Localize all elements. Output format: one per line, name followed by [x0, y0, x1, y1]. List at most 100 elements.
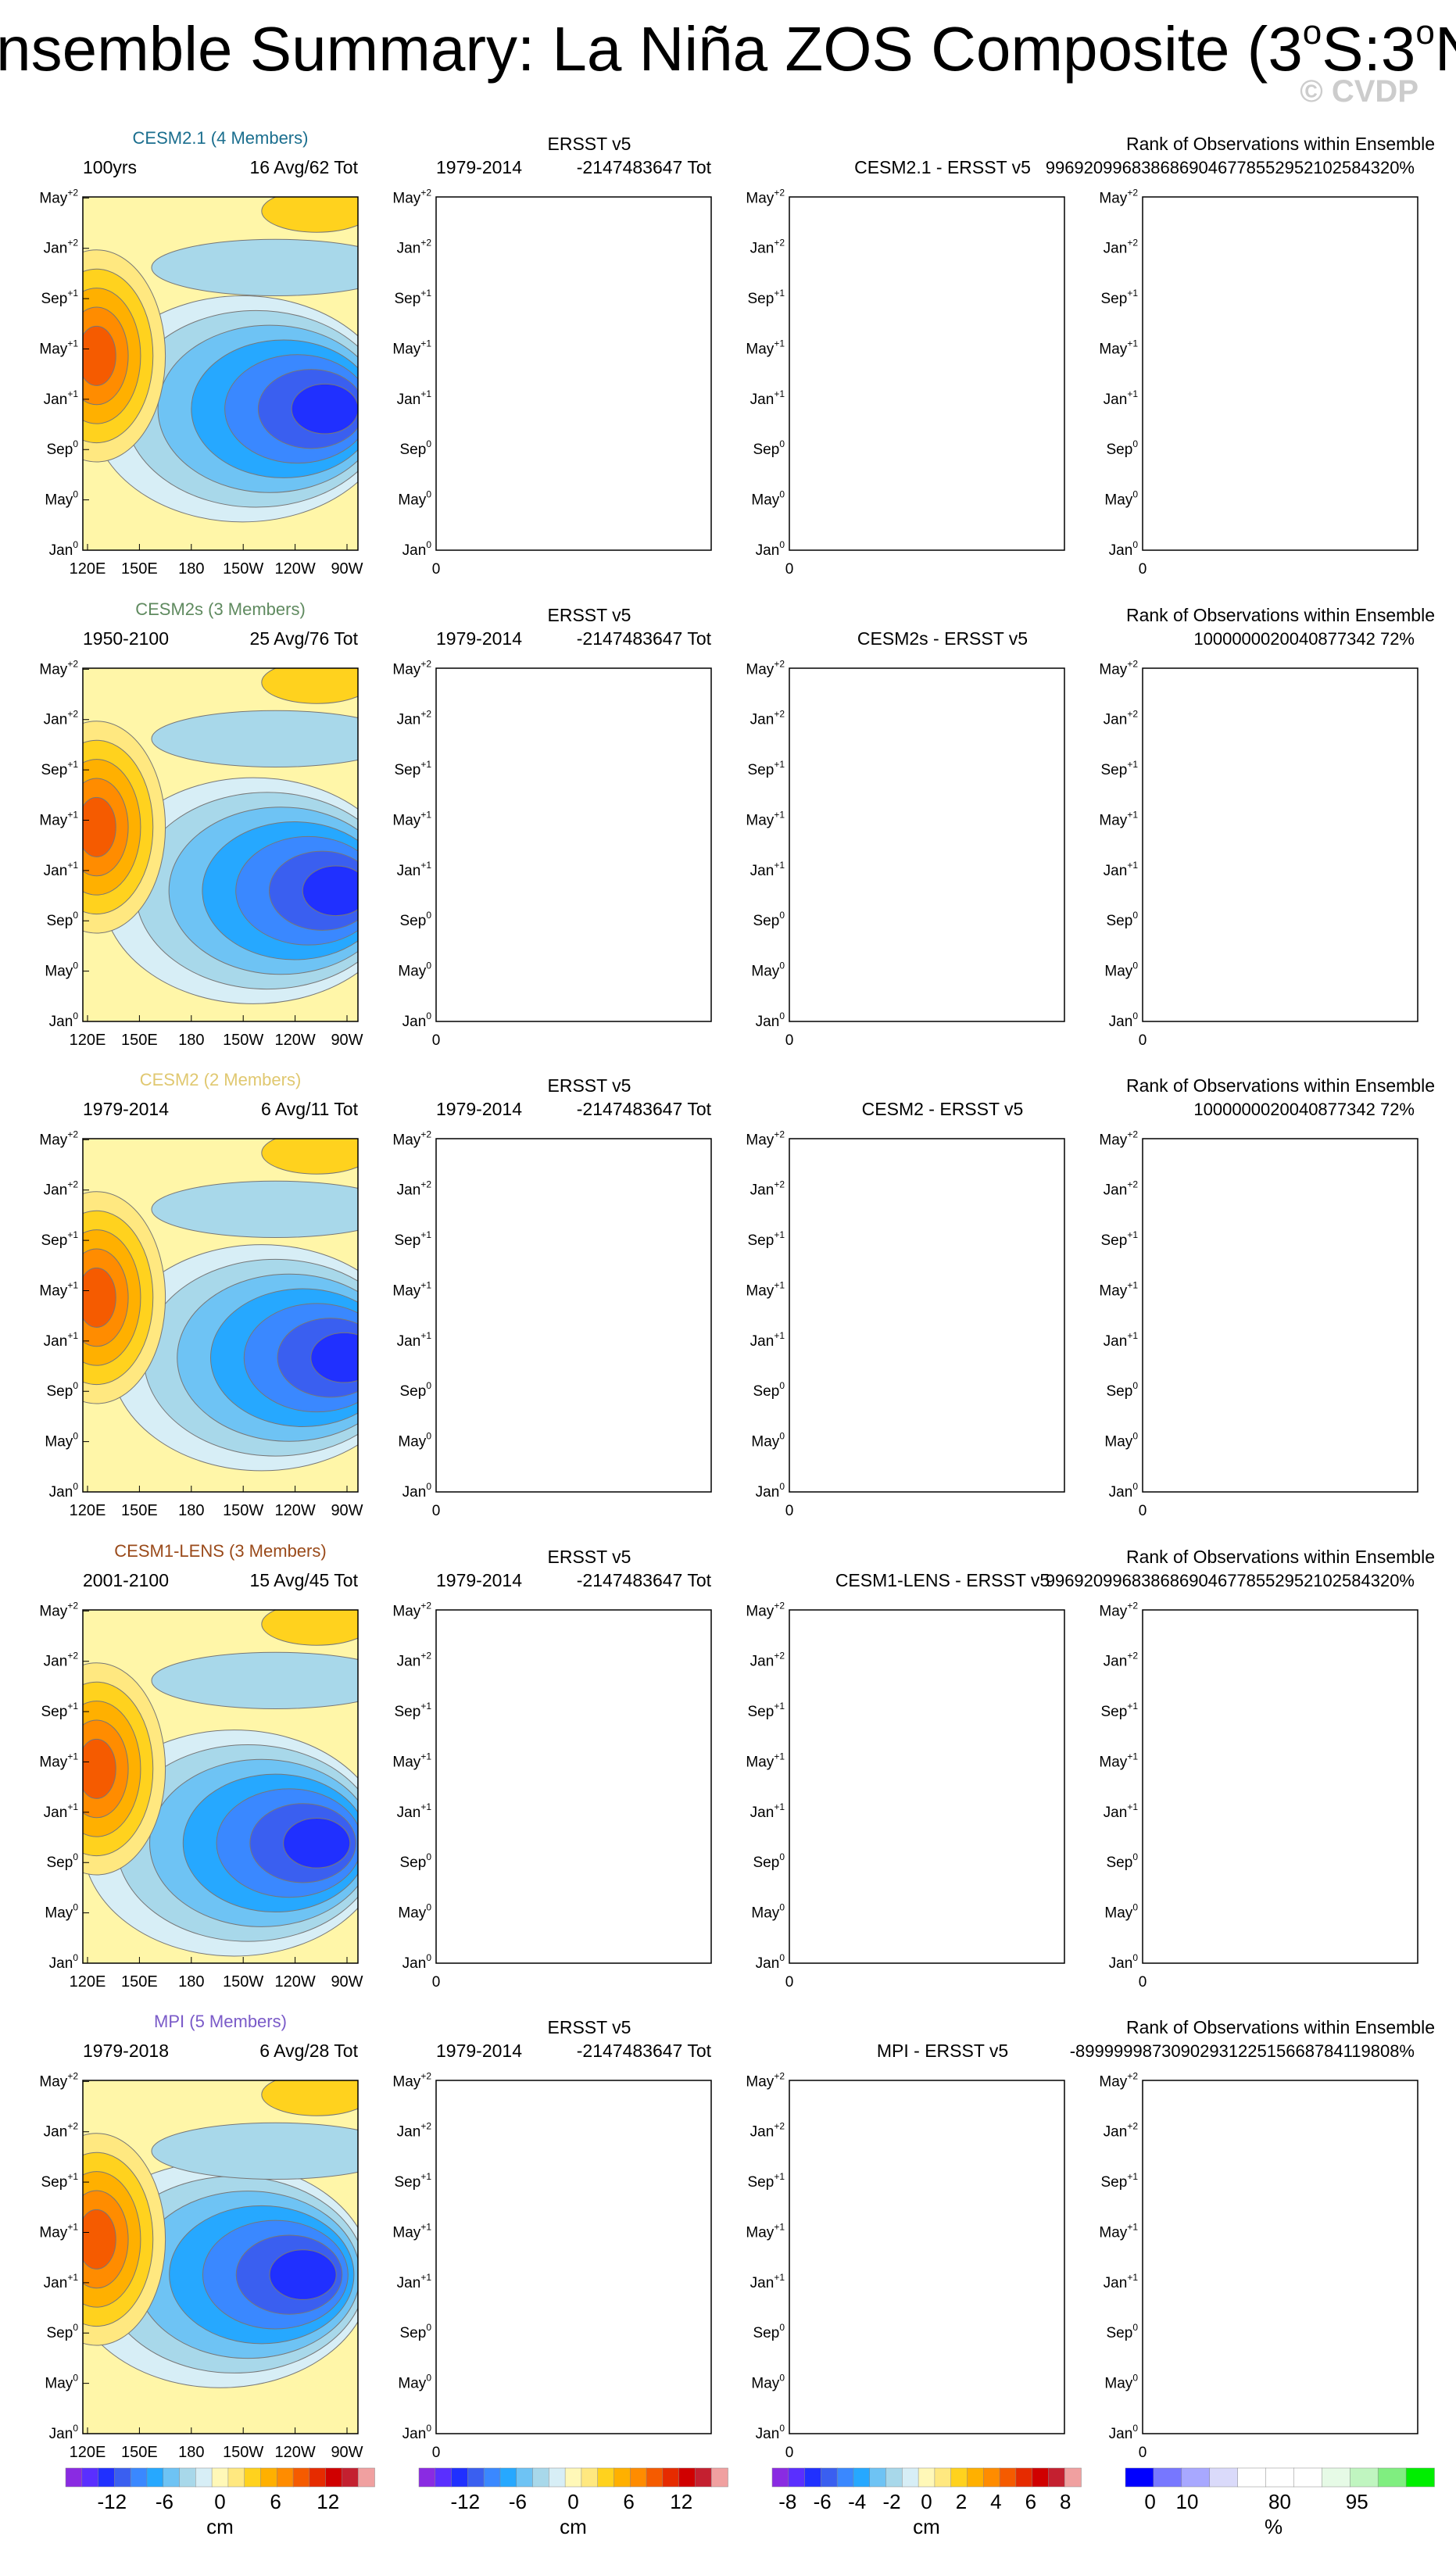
- model-years: 2001-2100: [83, 1570, 169, 1590]
- y-tick-label: May0: [1104, 960, 1138, 980]
- obs-panel: ERSST v5 1979-2014 -2147483647 Tot 0: [432, 2017, 712, 2461]
- y-tick-label: May0: [751, 489, 785, 509]
- y-tick-label: Jan0: [402, 2423, 432, 2442]
- y-tick-label: Jan+1: [1104, 388, 1139, 408]
- y-tick-label: Jan+1: [397, 860, 432, 879]
- colorbar-label: -6: [814, 2490, 832, 2513]
- y-tick-label: Jan+1: [1104, 2272, 1139, 2291]
- colorbar-swatch: [1032, 2467, 1050, 2488]
- y-axis: Jan0 May0 Sep0 Jan+1 May+1 Sep+1 Jan+2 May+2: [392, 1600, 442, 1972]
- panel-grid: CESM2.1 (4 Members) 100yrs 16 Avg/62 Tot 12…: [39, 128, 1435, 2461]
- y-tick-label: Sep0: [47, 1380, 79, 1400]
- x-tick-label: 90W: [331, 1973, 363, 1991]
- y-tick-label: May0: [751, 960, 785, 980]
- rank-title: Rank of Observations within Ensemble: [1126, 1075, 1435, 1096]
- x-tick-label: 180: [178, 560, 204, 578]
- x-tick-label: 90W: [331, 560, 363, 578]
- x-tick-label: 120W: [274, 1032, 315, 1049]
- x-tick-label: 0: [785, 1032, 794, 1049]
- y-tick-label: Sep+1: [748, 2171, 785, 2191]
- y-tick-label: Jan+1: [1104, 860, 1139, 879]
- y-tick-label: Sep+1: [748, 1701, 785, 1720]
- rank-panel: Rank of Observations within Ensemble 1000…: [1126, 1075, 1435, 1519]
- rank-value: -8999999873090293122515668784119808%: [1070, 2041, 1415, 2061]
- obs-counts: -2147483647 Tot: [577, 157, 712, 177]
- y-tick-label: May0: [45, 1431, 78, 1450]
- colorbar-swatch: [292, 2467, 310, 2488]
- contour-field: [83, 197, 358, 523]
- y-tick-label: Sep+1: [395, 288, 432, 307]
- obs-counts: -2147483647 Tot: [577, 628, 712, 649]
- colorbar-label: -12: [97, 2490, 127, 2513]
- y-axis: Jan0 May0 Sep0 Jan+1 May+1 Sep+1 Jan+2 May+2: [1099, 1129, 1149, 1501]
- model-counts: 25 Avg/76 Tot: [249, 628, 358, 649]
- x-tick-label: 0: [1139, 2445, 1147, 2461]
- colorbar-swatch: [821, 2467, 838, 2488]
- negative-contour: [151, 2122, 358, 2180]
- plot-frame: [82, 1609, 359, 1964]
- y-tick-label: May+2: [746, 2070, 785, 2090]
- plot-frame: [1142, 2080, 1418, 2434]
- y-tick-label: May+2: [1099, 658, 1138, 678]
- x-tick-label: 0: [785, 561, 794, 578]
- colorbar-label: 2: [956, 2490, 967, 2513]
- x-tick-label: 120W: [274, 1502, 315, 1519]
- colorbar-swatch: [1181, 2467, 1211, 2488]
- y-tick-label: Jan+2: [397, 238, 432, 257]
- y-tick-label: Jan+2: [1104, 709, 1139, 728]
- y-axis: Jan0 May0 Sep0 Jan+1 May+1 Sep+1 Jan+2 May+2: [392, 658, 442, 1030]
- negative-contour: [291, 383, 358, 435]
- y-tick-label: Jan+2: [750, 1179, 785, 1199]
- y-tick-label: Jan+1: [44, 860, 79, 879]
- y-axis: Jan0 May0 Sep0 Jan+1 May+1 Sep+1 Jan+2 May+2: [39, 658, 89, 1030]
- positive-contour: [261, 668, 358, 704]
- colorbar-swatch: [499, 2467, 517, 2488]
- y-tick-label: May+2: [392, 658, 431, 678]
- rank-title: Rank of Observations within Ensemble: [1126, 134, 1435, 154]
- y-tick-label: Jan+1: [1104, 1330, 1139, 1350]
- contour-field: [83, 668, 358, 1004]
- model-years: 100yrs: [83, 157, 137, 177]
- obs-title: ERSST v5: [548, 605, 631, 625]
- y-axis: Jan0 May0 Sep0 Jan+1 May+1 Sep+1 Jan+2 May+2: [39, 2070, 89, 2442]
- y-tick-label: May+1: [746, 338, 785, 357]
- y-tick-label: May+1: [392, 809, 431, 828]
- x-tick-label: 0: [785, 2445, 794, 2461]
- model-panel: CESM2 (2 Members) 1979-2014 6 Avg/11 Tot 12…: [70, 1070, 363, 1519]
- colorbar-swatch: [532, 2467, 550, 2488]
- obs-years: 1979-2014: [436, 157, 522, 177]
- rank-title: Rank of Observations within Ensemble: [1126, 605, 1435, 625]
- y-tick-label: May0: [751, 1431, 785, 1450]
- colorbar-swatch: [98, 2467, 116, 2488]
- y-tick-label: Jan+2: [397, 2121, 432, 2141]
- y-tick-label: Sep+1: [41, 1701, 79, 1720]
- colorbar-label: 4: [990, 2490, 1001, 2513]
- y-tick-label: May+1: [392, 2221, 431, 2241]
- plot-frame: [435, 1138, 712, 1493]
- obs-panel: ERSST v5 1979-2014 -2147483647 Tot 0: [432, 605, 712, 1049]
- colorbar-swatch: [597, 2467, 615, 2488]
- y-tick-label: Jan+2: [1104, 1179, 1139, 1199]
- y-tick-label: Jan+2: [750, 238, 785, 257]
- figure-title: Ensemble Summary: La Niña ZOS Composite …: [0, 13, 1456, 84]
- y-tick-label: May0: [398, 489, 431, 509]
- colorbar-label: 0: [1144, 2490, 1155, 2513]
- model-years: 1950-2100: [83, 628, 169, 649]
- positive-contour: [261, 1139, 358, 1175]
- x-tick-label: 120W: [274, 560, 315, 578]
- colorbar-swatch: [483, 2467, 501, 2488]
- y-tick-label: May+2: [746, 1600, 785, 1619]
- colorbar-label: 0: [921, 2490, 932, 2513]
- y-tick-label: May0: [45, 960, 78, 980]
- y-tick-label: Jan0: [1109, 539, 1139, 559]
- colorbar-label: 12: [670, 2490, 692, 2513]
- obs-counts: -2147483647 Tot: [577, 2041, 712, 2061]
- colorbar-swatch: [435, 2467, 453, 2488]
- y-tick-label: May+2: [1099, 1129, 1138, 1148]
- y-tick-label: Jan+2: [397, 1179, 432, 1199]
- x-tick-label: 0: [785, 1503, 794, 1519]
- difference-panel: CESM2.1 - ERSST v5 0: [785, 157, 1065, 578]
- y-tick-label: Jan+2: [1104, 2121, 1139, 2141]
- x-tick-label: 150W: [223, 1032, 263, 1049]
- x-tick-label: 0: [1139, 1974, 1147, 1991]
